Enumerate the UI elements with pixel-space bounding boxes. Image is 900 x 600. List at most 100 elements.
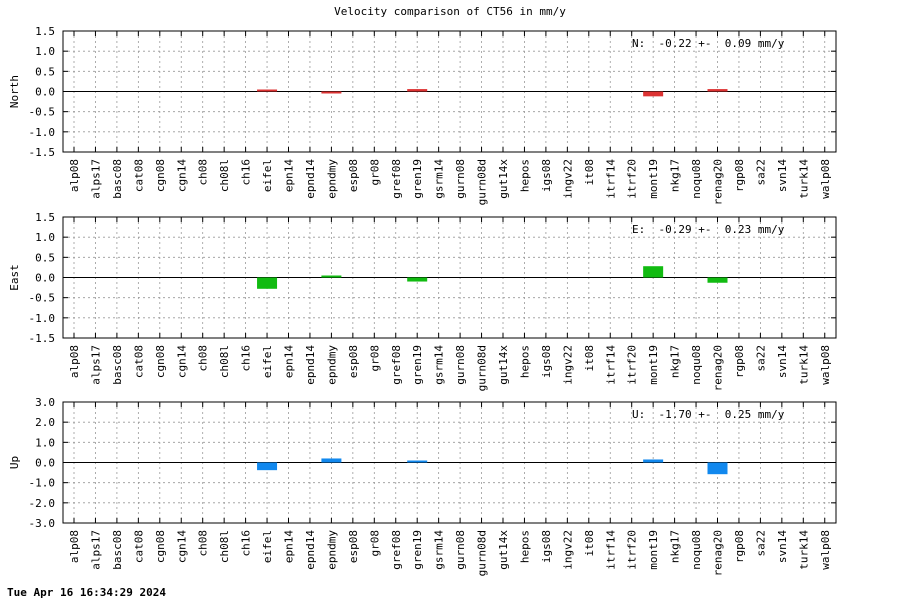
- x-tick-label: alps17: [89, 530, 102, 570]
- x-tick-label: itrf20: [626, 159, 639, 199]
- y-tick-label: 1.0: [35, 436, 55, 449]
- bar-epndmy: [321, 91, 342, 94]
- x-tick-label: it08: [583, 345, 596, 372]
- y-tick-label: 1.5: [35, 211, 55, 224]
- x-tick-label: gref08: [390, 345, 403, 385]
- x-tick-label: epn14: [283, 345, 296, 378]
- x-tick-label: epndmy: [325, 345, 338, 385]
- x-tick-label: basc08: [111, 530, 124, 570]
- panel-east: 1.5 1.0 0.5 0.0 -0.5 -1.0 -1.5 East alp08 alps17 b…: [8, 211, 837, 391]
- x-tick-label: cat08: [132, 530, 145, 563]
- y-tick-label: 0.0: [35, 272, 55, 285]
- x-tick-label: epnd14: [304, 345, 317, 385]
- x-tick-label: gr08: [368, 345, 381, 372]
- bar-mont19: [643, 459, 664, 463]
- y-tick-label: -2.0: [29, 497, 56, 510]
- bar-renag20: [707, 277, 728, 283]
- x-tick-label: ch08l: [218, 159, 231, 192]
- x-tick-label: gref08: [390, 530, 403, 570]
- y-axis-label: East: [8, 264, 21, 291]
- y-tick-label: -1.0: [29, 312, 56, 325]
- x-tick-label: itrf14: [604, 530, 617, 570]
- x-tick-label: hepos: [518, 530, 531, 563]
- x-tick-label: nkg17: [669, 345, 682, 378]
- x-tick-label: cgn08: [154, 345, 167, 378]
- x-tick-label: esp08: [347, 345, 360, 378]
- y-tick-label: 0.5: [35, 65, 55, 78]
- x-tick-label: ch16: [240, 159, 253, 186]
- x-tick-label: gut14x: [497, 345, 510, 385]
- x-tick-label: eifel: [261, 530, 274, 563]
- x-tick-label: cgn08: [154, 530, 167, 563]
- x-tick-label: eifel: [261, 345, 274, 378]
- stat-annotation: U: -1.70 +- 0.25 mm/y: [632, 408, 785, 421]
- x-tick-label: igs08: [540, 159, 553, 192]
- x-tick-label: ch16: [240, 345, 253, 372]
- x-tick-label: gr08: [368, 159, 381, 186]
- bar-eifel: [257, 89, 278, 92]
- x-tick-label: epnd14: [304, 530, 317, 570]
- x-tick-label: cgn14: [175, 530, 188, 563]
- y-tick-label: -1.5: [29, 332, 56, 345]
- x-tick-label: turk14: [797, 159, 810, 199]
- x-tick-label: epn14: [283, 159, 296, 192]
- x-tick-label: epndmy: [325, 530, 338, 570]
- x-tick-label: gurn08d: [476, 345, 489, 391]
- x-tick-label: alp08: [68, 345, 81, 378]
- x-tick-label: basc08: [111, 345, 124, 385]
- x-tick-label: cgn08: [154, 159, 167, 192]
- x-tick-label: walp08: [819, 530, 832, 570]
- x-tick-label: igs08: [540, 345, 553, 378]
- timestamp: Tue Apr 16 16:34:29 2024: [7, 586, 166, 599]
- y-tick-label: -0.5: [29, 106, 56, 119]
- x-tick-label: ingv22: [561, 159, 574, 199]
- x-tick-label: cgn14: [175, 159, 188, 192]
- y-tick-label: 3.0: [35, 396, 55, 409]
- x-tick-label: rgp08: [733, 530, 746, 563]
- x-tick-label: rgp08: [733, 159, 746, 192]
- y-axis-label: Up: [8, 456, 21, 469]
- x-tick-label: svn14: [776, 159, 789, 192]
- x-tick-label: sa22: [754, 345, 767, 372]
- x-tick-label: ch08: [197, 345, 210, 372]
- y-tick-label: -1.0: [29, 126, 56, 139]
- x-tick-label: gsrm14: [433, 530, 446, 570]
- x-tick-label: gref08: [390, 159, 403, 199]
- x-tick-label: rgp08: [733, 345, 746, 378]
- x-tick-label: renag20: [712, 159, 725, 205]
- bar-mont19: [643, 266, 664, 278]
- x-tick-label: it08: [583, 530, 596, 557]
- x-tick-label: noqu08: [690, 530, 703, 570]
- x-tick-label: hepos: [518, 159, 531, 192]
- bar-gren19: [407, 277, 428, 282]
- x-tick-label: esp08: [347, 530, 360, 563]
- x-tick-label: nkg17: [669, 530, 682, 563]
- x-tick-label: gsrm14: [433, 345, 446, 385]
- x-tick-label: alps17: [89, 159, 102, 199]
- x-tick-label: hepos: [518, 345, 531, 378]
- x-tick-label: ch08: [197, 159, 210, 186]
- x-tick-label: eifel: [261, 159, 274, 192]
- x-tick-label: it08: [583, 159, 596, 186]
- x-tick-label: gren19: [411, 345, 424, 385]
- x-tick-label: itrf14: [604, 159, 617, 199]
- x-tick-label: igs08: [540, 530, 553, 563]
- x-tick-label: gurn08d: [476, 159, 489, 205]
- x-tick-label: esp08: [347, 159, 360, 192]
- x-tick-label: mont19: [647, 530, 660, 570]
- x-tick-label: svn14: [776, 345, 789, 378]
- x-tick-label: alp08: [68, 530, 81, 563]
- x-tick-label: sa22: [754, 159, 767, 186]
- x-tick-label: noqu08: [690, 159, 703, 199]
- x-tick-label: walp08: [819, 159, 832, 199]
- x-tick-label: gurn08d: [476, 530, 489, 576]
- panel-up: 3.0 2.0 1.0 0.0 -1.0 -2.0 -3.0 Up alp08 alps17 bas…: [8, 396, 837, 576]
- x-tick-label: gren19: [411, 530, 424, 570]
- x-tick-label: epn14: [283, 530, 296, 563]
- bar-eifel: [257, 462, 278, 471]
- y-tick-label: 1.0: [35, 45, 55, 58]
- bar-renag20: [707, 462, 728, 475]
- x-tick-label: alp08: [68, 159, 81, 192]
- x-tick-label: turk14: [797, 345, 810, 385]
